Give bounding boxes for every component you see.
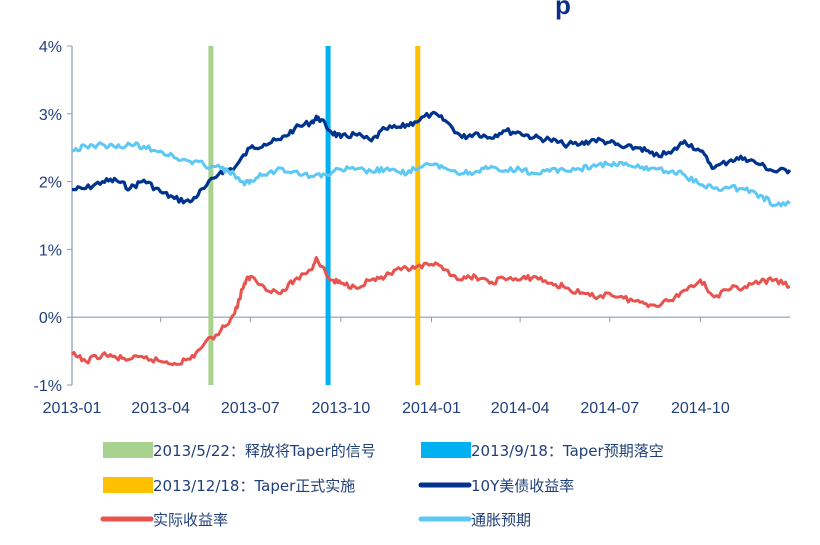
series-line-3 (71, 141, 791, 208)
legend: 2013/5/22：释放将Taper的信号 2013/9/18：Taper预期落空… (100, 442, 664, 529)
legend-label: 实际收益率 (153, 511, 228, 529)
legend-series-2: 实际收益率 (100, 511, 228, 529)
x-tick-label: 2014-10 (671, 400, 730, 417)
legend-event-1: 2013/5/22：释放将Taper的信号 (103, 442, 376, 460)
y-tick-label: 0% (39, 310, 62, 327)
x-tick-label: 2014-01 (402, 400, 461, 417)
x-tick-label: 2013-07 (221, 400, 280, 417)
legend-swatch (421, 442, 471, 458)
x-tick-label: 2013-04 (131, 400, 190, 417)
y-tick-label: 1% (39, 242, 62, 259)
event-bar-1 (208, 46, 214, 385)
legend-event-2: 2013/9/18：Taper预期落空 (421, 442, 664, 460)
legend-label: 2013/9/18：Taper预期落空 (471, 442, 664, 460)
event-bar-2 (325, 46, 331, 385)
plot-area: -1% 0% 1% 2% 3% 4% 2013-01 2013-04 2013-07 2013-1… (34, 39, 792, 417)
y-tick-label: 2% (39, 175, 62, 192)
legend-label: 10Y美债收益率 (471, 477, 574, 495)
x-tick-label: 2013-10 (312, 400, 371, 417)
event-bar-3 (415, 46, 421, 385)
legend-label: 通胀预期 (471, 511, 531, 529)
y-tick-label: 4% (39, 39, 62, 56)
y-tick-label: -1% (34, 378, 62, 395)
series-line-1 (71, 110, 792, 205)
x-tick-label: 2013-01 (43, 400, 102, 417)
legend-series-1: 10Y美债收益率 (418, 477, 574, 495)
series-line-2 (70, 256, 791, 367)
x-tick-label: 2014-04 (491, 400, 550, 417)
x-tick-label: 2014-07 (580, 400, 639, 417)
legend-swatch (103, 442, 153, 458)
legend-label: 2013/5/22：释放将Taper的信号 (153, 442, 376, 460)
chart-title-fragment: p (555, 0, 571, 20)
legend-swatch (103, 477, 153, 493)
legend-label: 2013/12/18：Taper正式实施 (153, 477, 355, 495)
y-tick-label: 3% (39, 107, 62, 124)
legend-series-3: 通胀预期 (418, 511, 531, 529)
legend-event-3: 2013/12/18：Taper正式实施 (103, 477, 355, 495)
